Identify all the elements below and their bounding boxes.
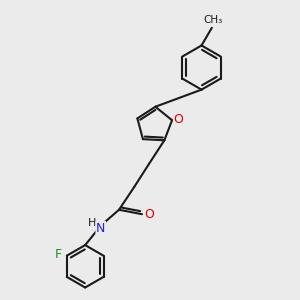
Text: O: O <box>174 113 184 126</box>
Text: O: O <box>144 208 154 221</box>
Text: H: H <box>88 218 97 228</box>
Text: F: F <box>55 248 62 261</box>
Text: N: N <box>96 221 105 235</box>
Text: CH₃: CH₃ <box>204 15 223 25</box>
